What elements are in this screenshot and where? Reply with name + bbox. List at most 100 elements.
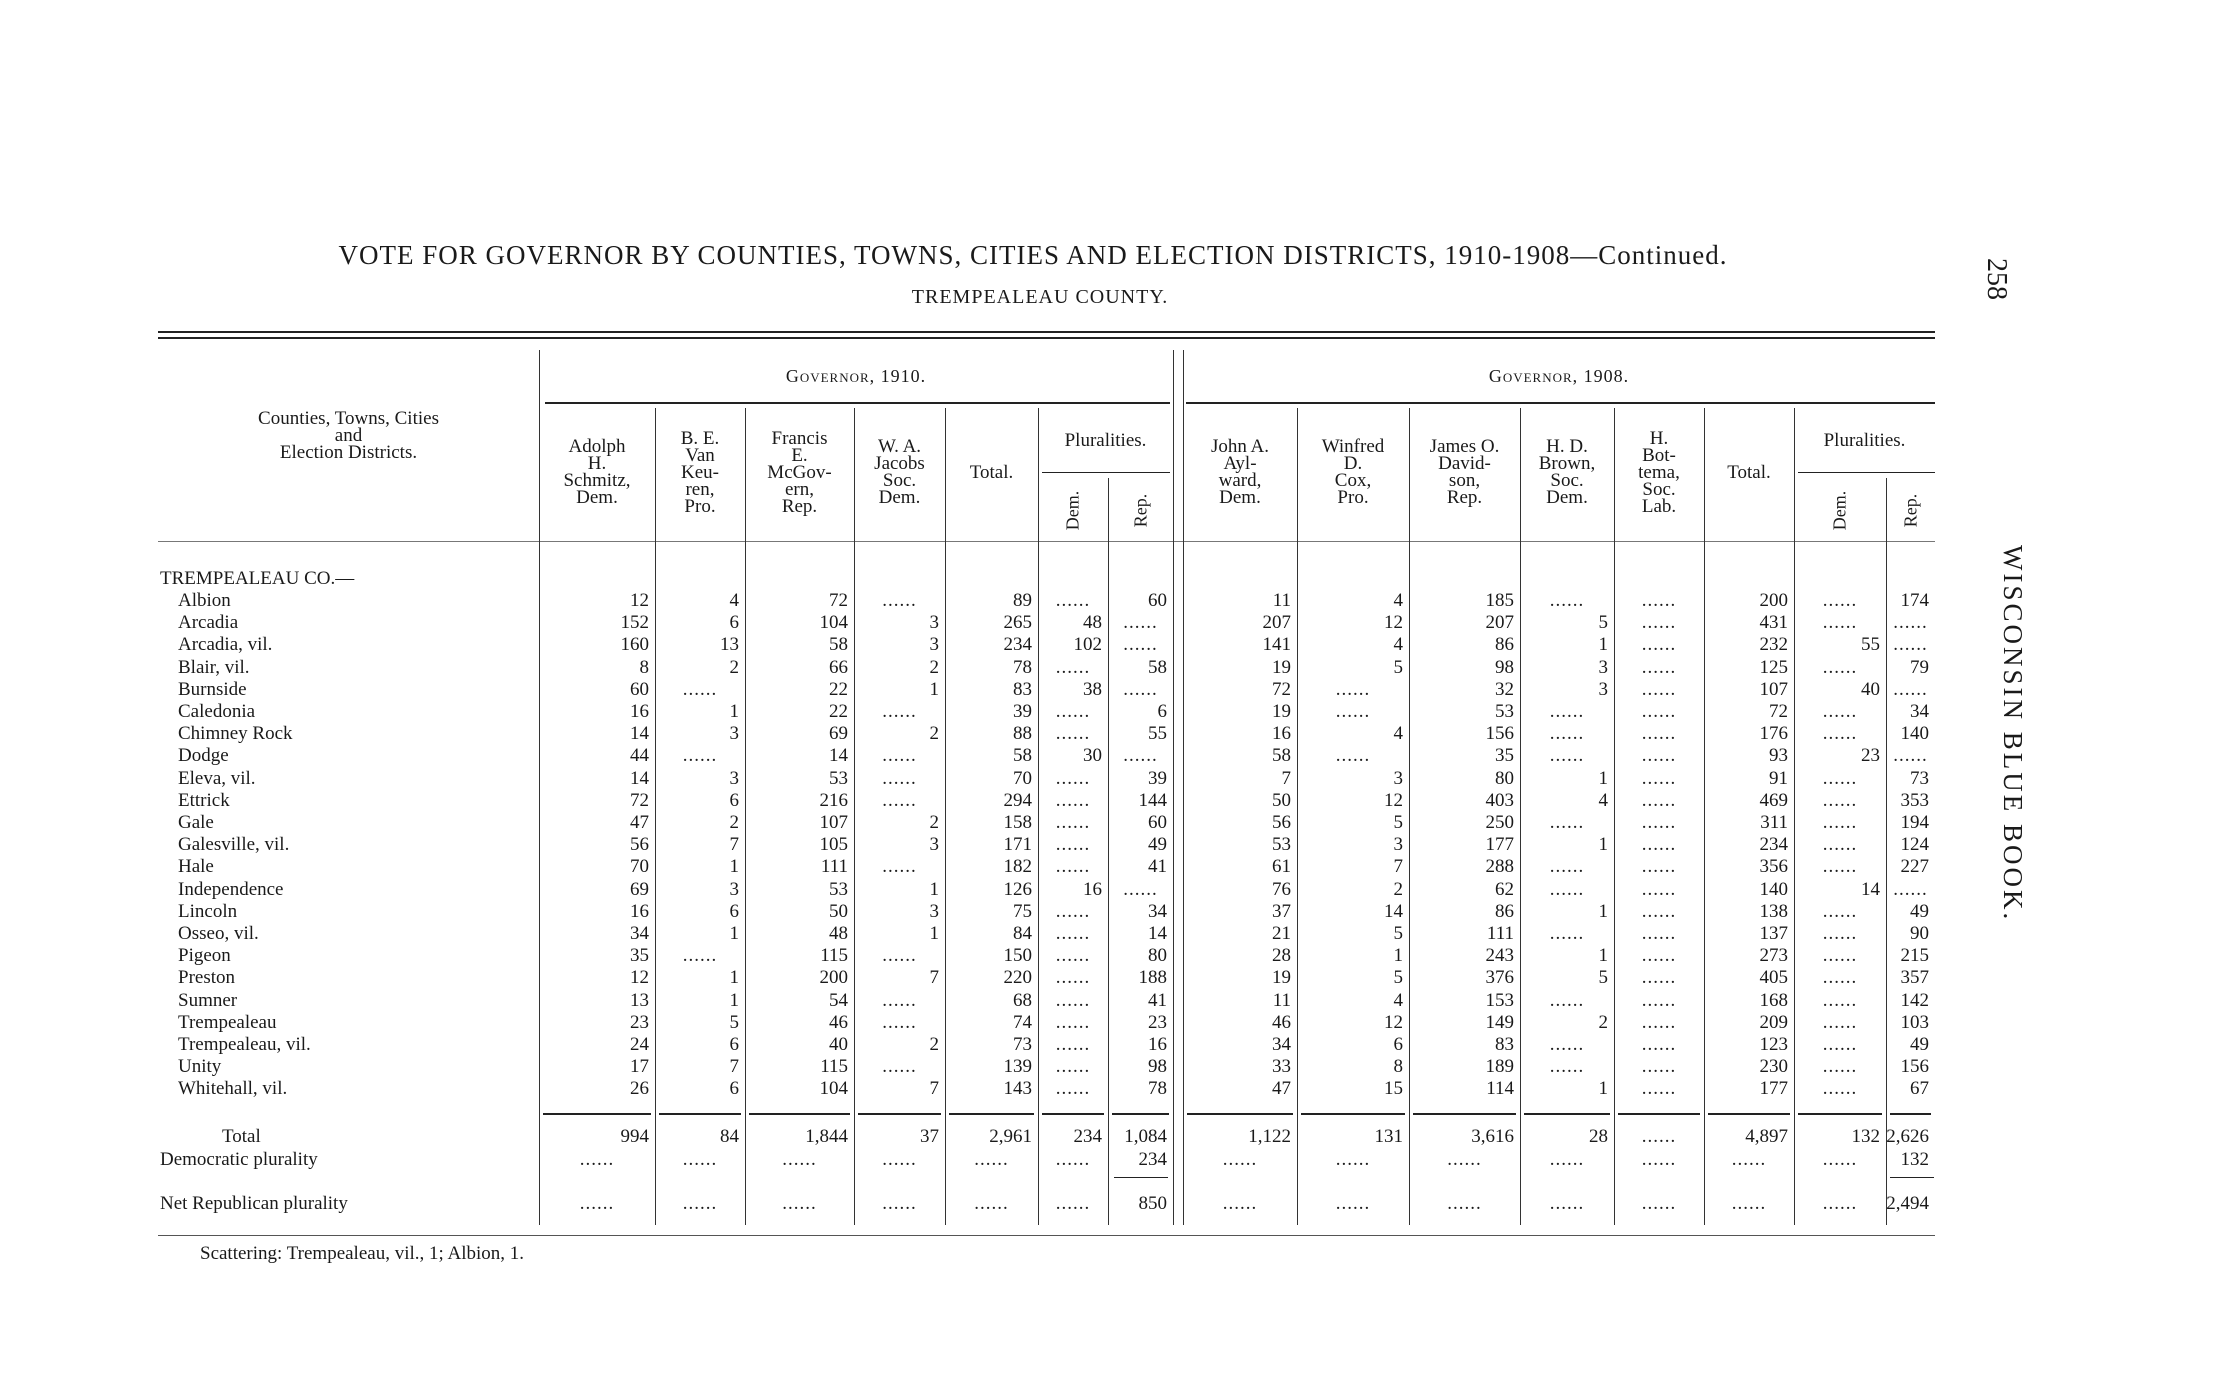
district-row-cell: 72 <box>1769 701 1788 722</box>
district-row-cell: 124 <box>1900 834 1930 856</box>
district-row-cell: 7 <box>1393 856 1404 878</box>
district-name: Independence <box>178 878 288 900</box>
top-rule <box>158 331 1935 333</box>
district-row-cell: ...... <box>1822 1056 1858 1078</box>
district-row-cell: 14 <box>630 767 649 789</box>
total-rule <box>1708 1113 1790 1115</box>
district-row-cell: 23 <box>1861 745 1880 767</box>
dem-plurality-row-cell: ...... <box>1055 1149 1091 1170</box>
district-row-cell: 177 <box>1759 1078 1789 1100</box>
total-row-cell: 1,844 <box>805 1126 848 1147</box>
district-row-cell: 83 <box>1013 678 1032 700</box>
district-row-cell: 177 <box>1485 834 1515 856</box>
net-rep-plurality-row-cell: ...... <box>974 1193 1009 1214</box>
district-row-cell: 86 <box>1495 900 1514 922</box>
district-row-cell: ...... <box>1549 923 1585 944</box>
district-row-cell: 156 <box>1900 1056 1930 1078</box>
district-row-cell: 107 <box>819 812 849 833</box>
district-row-label: Independence <box>178 878 536 901</box>
district-row-cell: 1 <box>929 923 940 944</box>
district-row-cell: 11 <box>1272 989 1291 1011</box>
district-row-cell: 67 <box>1910 1078 1929 1100</box>
district-row-cell: 4 <box>729 590 740 611</box>
district-row-cell: 12 <box>630 967 649 989</box>
district-row-cell: ...... <box>1549 1034 1585 1055</box>
district-row-cell: 47 <box>630 812 649 833</box>
district-row-cell: 104 <box>819 612 849 634</box>
district-row-cell: 4 <box>1393 989 1404 1011</box>
district-name: Total <box>222 1126 265 1147</box>
column-header-1910: Total. <box>969 461 1014 483</box>
net-rep-plurality-row-cell: ...... <box>1549 1193 1585 1214</box>
total-row-cell: 132 <box>1851 1126 1881 1147</box>
district-row-cell: ...... <box>1055 656 1091 678</box>
district-row-cell: 74 <box>1013 1011 1032 1033</box>
district-row-cell: 34 <box>1910 701 1929 722</box>
total-row-cell: 1,122 <box>1248 1126 1291 1147</box>
district-row-cell: 1 <box>1598 834 1609 856</box>
district-row-cell: 40 <box>1861 678 1880 700</box>
district-row-cell: 220 <box>1003 967 1033 989</box>
district-row-label: Sumner <box>178 989 536 1012</box>
district-row-cell: 98 <box>1495 656 1514 678</box>
column-divider <box>745 408 746 1225</box>
column-header-1910: Adolph H. Schmitz, Dem. <box>563 436 631 508</box>
total-row-cell: ...... <box>1641 1126 1677 1147</box>
page-number: 258 <box>1981 258 2012 300</box>
district-name: Galesville, vil. <box>178 834 294 856</box>
district-row-cell: ...... <box>1055 1011 1091 1033</box>
district-row-cell: 356 <box>1759 856 1789 878</box>
district-row-cell: 16 <box>630 701 649 722</box>
district-row-cell: 2 <box>1393 878 1404 900</box>
pluralities-header: Pluralities. <box>1064 430 1147 451</box>
column-header-1910: W. A. Jacobs Soc. Dem. <box>874 436 925 508</box>
district-row-cell: 55 <box>1148 723 1167 745</box>
district-row-cell: ...... <box>1822 789 1858 811</box>
district-row-cell: 6 <box>729 1078 740 1100</box>
district-row-cell: ...... <box>882 1011 917 1033</box>
district-row-cell: 182 <box>1003 856 1033 878</box>
total-row-cell: 84 <box>720 1126 739 1147</box>
district-row-cell: 41 <box>1148 989 1167 1011</box>
net-rep-plurality-row-cell: ...... <box>579 1193 615 1214</box>
district-row-label: Galesville, vil. <box>178 834 536 856</box>
district-row-cell: 2 <box>729 656 740 678</box>
district-row-cell: 111 <box>1486 923 1514 944</box>
district-row-cell: 107 <box>1759 678 1789 700</box>
net-rep-plurality-row-cell: ...... <box>682 1193 718 1214</box>
district-row-cell: 46 <box>1272 1011 1291 1033</box>
district-row-cell: ...... <box>1822 590 1858 611</box>
net-rep-plurality-row-cell: 850 <box>1138 1193 1168 1214</box>
district-row-label: Whitehall, vil. <box>178 1078 536 1100</box>
total-rule <box>749 1113 850 1115</box>
district-row-cell: 49 <box>1910 1034 1929 1055</box>
net-rep-plurality-row-cell: ...... <box>882 1193 917 1214</box>
district-row-cell: 16 <box>1272 723 1291 745</box>
district-row-cell: ...... <box>1641 1034 1677 1055</box>
district-row-cell: ...... <box>882 590 917 611</box>
district-row-cell: 98 <box>1148 1056 1167 1078</box>
district-row-cell: 126 <box>1003 878 1033 900</box>
district-name: Burnside <box>178 678 251 700</box>
district-row-cell: 2 <box>929 656 940 678</box>
district-name: Eleva, vil. <box>178 767 260 789</box>
net-rep-plurality-row-cell: ...... <box>1731 1193 1767 1214</box>
district-row-label: Gale <box>178 812 536 834</box>
district-row-label: Arcadia, vil. <box>178 634 536 656</box>
district-row-cell: ...... <box>1641 923 1677 944</box>
net-rep-plurality-row-cell: ...... <box>1055 1193 1091 1214</box>
dem-plurality-row-cell: 234 <box>1138 1149 1168 1170</box>
district-row-cell: 14 <box>1148 923 1167 944</box>
net-rep-plurality-row-cell: ...... <box>782 1193 817 1214</box>
district-row-cell: 207 <box>1262 612 1292 634</box>
district-row-cell: ...... <box>1641 590 1677 611</box>
district-row-cell: ...... <box>1822 900 1858 922</box>
district-row-cell: 78 <box>1013 656 1032 678</box>
district-row-cell: 14 <box>630 723 649 745</box>
district-name: Democratic plurality <box>160 1149 322 1170</box>
district-row-cell: 6 <box>1393 1034 1404 1055</box>
total-row-cell: 131 <box>1374 1126 1404 1147</box>
district-row-cell: ...... <box>1549 1056 1585 1078</box>
district-row-cell: ...... <box>1055 701 1091 722</box>
district-row-cell: 28 <box>1272 945 1291 967</box>
